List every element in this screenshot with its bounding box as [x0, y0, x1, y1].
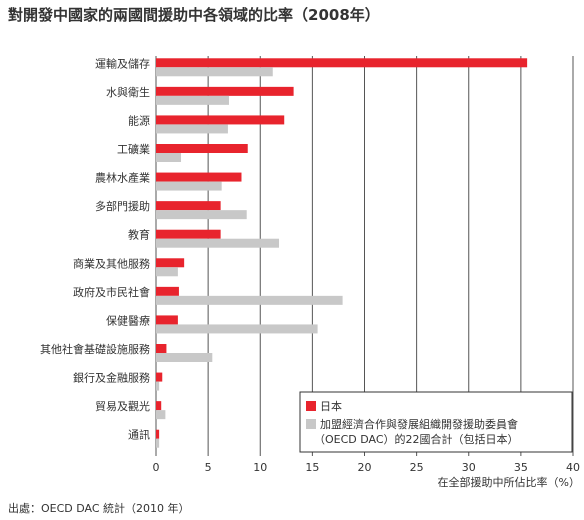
gridlines — [155, 56, 574, 456]
legend-swatch-japan — [306, 401, 316, 411]
source-note: 出處：OECD DAC 統計（2010 年） — [8, 502, 190, 515]
category-label: 水與衛生 — [106, 85, 150, 99]
bar-japan — [156, 429, 160, 439]
category-labels: 運輸及儲存水與衛生能源工礦業農林水產業多部門援助教育商業及其他服務政府及市民社會… — [40, 56, 150, 441]
x-tick-label: 35 — [514, 461, 528, 474]
category-label: 多部門援助 — [95, 199, 150, 213]
category-label: 保健醫療 — [106, 313, 150, 327]
x-tick-label: 5 — [205, 461, 212, 474]
category-label: 教育 — [128, 228, 150, 242]
bar-japan — [156, 201, 221, 211]
legend-swatch-dac — [306, 419, 316, 429]
category-label: 工礦業 — [117, 142, 150, 156]
category-label: 能源 — [128, 113, 150, 127]
bar-dac-total — [156, 153, 182, 162]
bar-dac-total — [156, 438, 160, 448]
bar-dac-total — [156, 95, 229, 105]
bar-japan — [156, 401, 162, 411]
category-label: 政府及市民社會 — [73, 285, 150, 299]
bar-japan — [156, 86, 294, 96]
bar-dac-total — [156, 181, 222, 191]
x-tick-label: 0 — [153, 461, 160, 474]
bar-dac-total — [156, 295, 343, 305]
category-label: 農林水產業 — [95, 171, 150, 185]
x-tick-label: 40 — [566, 461, 580, 474]
category-label: 運輸及儲存 — [95, 56, 150, 70]
legend-label-japan: 日本 — [320, 399, 342, 413]
bar-dac-total — [156, 267, 178, 277]
bar-japan — [156, 115, 285, 125]
bar-japan — [156, 372, 163, 382]
legend: 日本 加盟經濟合作與發展組織開發援助委員會 （OECD DAC）的22國合計（包… — [299, 391, 573, 453]
bar-japan — [156, 258, 185, 268]
bar-dac-total — [156, 410, 166, 420]
category-label: 銀行及金融服務 — [73, 371, 150, 385]
x-tick-label: 30 — [462, 461, 476, 474]
x-tick-label: 20 — [358, 461, 372, 474]
category-label: 通訊 — [128, 428, 150, 442]
bar-japan — [156, 344, 167, 353]
legend-label-dac-line1: 加盟經濟合作與發展組織開發援助委員會 — [320, 417, 518, 431]
chart-title: 對開發中國家的兩國間援助中各領域的比率（2008年） — [8, 6, 380, 24]
bar-dac-total — [156, 324, 318, 334]
x-axis-label: 在全部援助中所佔比率（%） — [438, 475, 580, 489]
bars — [156, 58, 528, 448]
bar-japan — [156, 315, 178, 325]
bar-dac-total — [156, 124, 228, 134]
category-label: 其他社會基礎設施服務 — [40, 342, 150, 356]
bar-japan — [156, 144, 248, 153]
bar-japan — [156, 58, 528, 68]
category-label: 商業及其他服務 — [73, 256, 150, 270]
bar-dac-total — [156, 67, 273, 77]
x-tick-label: 15 — [305, 461, 319, 474]
bar-japan — [156, 172, 242, 182]
bar-dac-total — [156, 381, 160, 391]
bar-japan — [156, 229, 221, 239]
x-tick-label: 10 — [253, 461, 267, 474]
bar-dac-total — [156, 238, 280, 248]
tick-labels: 0 5 10 15 20 25 30 35 40 — [153, 461, 581, 474]
bar-japan — [156, 286, 179, 296]
bar-dac-total — [156, 353, 213, 362]
bar-dac-total — [156, 210, 247, 220]
legend-box — [299, 391, 573, 453]
legend-label-dac-line2: （OECD DAC）的22國合計（包括日本） — [314, 432, 519, 446]
category-label: 貿易及觀光 — [95, 399, 150, 413]
x-tick-label: 25 — [410, 461, 424, 474]
